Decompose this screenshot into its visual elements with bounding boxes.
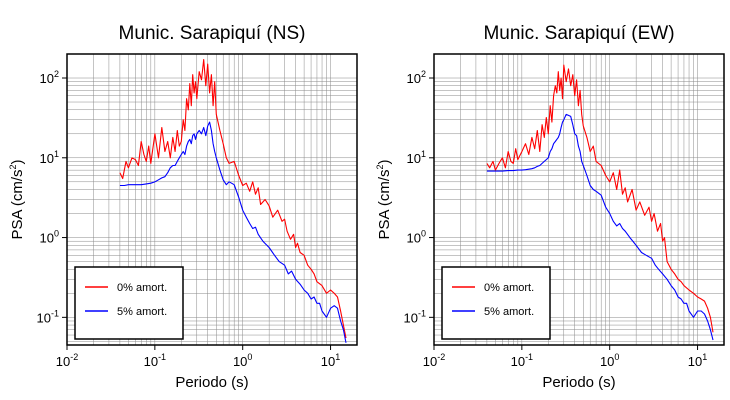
x-tick-label: 10-1 — [511, 352, 533, 369]
legend-label: 5% amort. — [117, 306, 167, 318]
chart-panel-1: Munic. Sarapiquí (NS) 10-2 10-1 100 101 10-1 1… — [8, 23, 358, 391]
y-tick-label: 101 — [40, 149, 59, 166]
x-tick-label: 10-2 — [423, 352, 445, 369]
legend-label: 0% amort. — [484, 282, 534, 294]
plot-frame — [433, 53, 725, 346]
legend-box — [441, 266, 551, 340]
series-line-blue — [486, 113, 714, 341]
y-tick-label: 101 — [407, 149, 426, 166]
x-tick-label: 101 — [321, 352, 340, 369]
legend: 0% amort. 5% amort. — [74, 266, 184, 340]
grid — [66, 53, 358, 345]
y-tick-label: 102 — [40, 69, 59, 86]
x-tick-label: 10-2 — [56, 352, 78, 369]
y-tick-label: 10-1 — [37, 308, 59, 325]
x-tick-label: 10-1 — [144, 352, 166, 369]
legend-label: 5% amort. — [484, 306, 534, 318]
x-tick-label: 100 — [600, 352, 619, 369]
x-tick-label: 101 — [688, 352, 707, 369]
chart-panel-2: Munic. Sarapiquí (EW) 10-2 10-1 100 101 10-1 1… — [375, 23, 725, 391]
y-tick-label: 102 — [407, 69, 426, 86]
x-axis-label: Periodo (s) — [542, 374, 615, 391]
legend-box — [74, 266, 184, 340]
legend: 0% amort. 5% amort. — [441, 266, 551, 340]
y-tick-label: 100 — [407, 229, 426, 246]
y-tick-label: 100 — [40, 229, 59, 246]
series-line-blue — [119, 121, 347, 343]
x-tick-label: 100 — [233, 352, 252, 369]
y-axis-label: PSA (cm/s2) — [375, 159, 393, 239]
series-line-red — [119, 59, 347, 339]
plot-frame — [66, 53, 358, 346]
chart-title: Munic. Sarapiquí (EW) — [483, 23, 674, 44]
series-line-red — [486, 64, 714, 333]
legend-label: 0% amort. — [117, 282, 167, 294]
chart-title: Munic. Sarapiquí (NS) — [119, 23, 306, 44]
x-axis-label: Periodo (s) — [175, 374, 248, 391]
y-tick-label: 10-1 — [404, 308, 426, 325]
y-axis-label: PSA (cm/s2) — [8, 159, 26, 239]
